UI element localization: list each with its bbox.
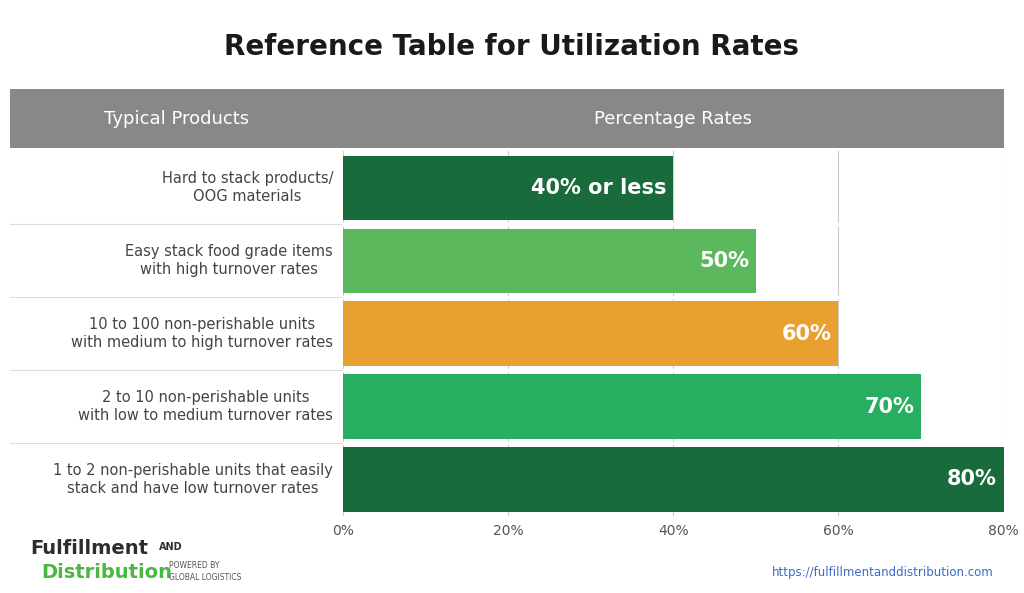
- Text: 10 to 100 non-perishable units
with medium to high turnover rates: 10 to 100 non-perishable units with medi…: [71, 317, 333, 350]
- Text: 1 to 2 non-perishable units that easily
stack and have low turnover rates: 1 to 2 non-perishable units that easily …: [53, 463, 333, 496]
- Bar: [343, 155, 674, 220]
- Text: https://fulfillmentanddistribution.com: https://fulfillmentanddistribution.com: [771, 566, 993, 579]
- Text: 2 to 10 non-perishable units
with low to medium turnover rates: 2 to 10 non-perishable units with low to…: [78, 390, 333, 423]
- Text: 70%: 70%: [864, 397, 914, 416]
- Text: 60%: 60%: [782, 324, 831, 343]
- Bar: [343, 228, 756, 293]
- Bar: [343, 301, 839, 366]
- Text: Hard to stack products/
OOG materials: Hard to stack products/ OOG materials: [162, 171, 333, 204]
- Text: POWERED BY
GLOBAL LOGISTICS: POWERED BY GLOBAL LOGISTICS: [169, 561, 242, 582]
- Text: 40% or less: 40% or less: [531, 178, 667, 197]
- Text: Reference Table for Utilization Rates: Reference Table for Utilization Rates: [224, 33, 800, 62]
- Text: 50%: 50%: [699, 251, 750, 270]
- Text: Distribution: Distribution: [41, 563, 172, 582]
- Bar: [343, 447, 1004, 512]
- Text: Percentage Rates: Percentage Rates: [594, 110, 753, 127]
- Text: AND: AND: [159, 542, 182, 551]
- Text: Fulfillment: Fulfillment: [31, 539, 148, 558]
- Text: Typical Products: Typical Products: [104, 110, 249, 127]
- Text: Easy stack food grade items
with high turnover rates: Easy stack food grade items with high tu…: [125, 244, 333, 277]
- Bar: [343, 374, 921, 439]
- Text: 80%: 80%: [947, 470, 997, 489]
